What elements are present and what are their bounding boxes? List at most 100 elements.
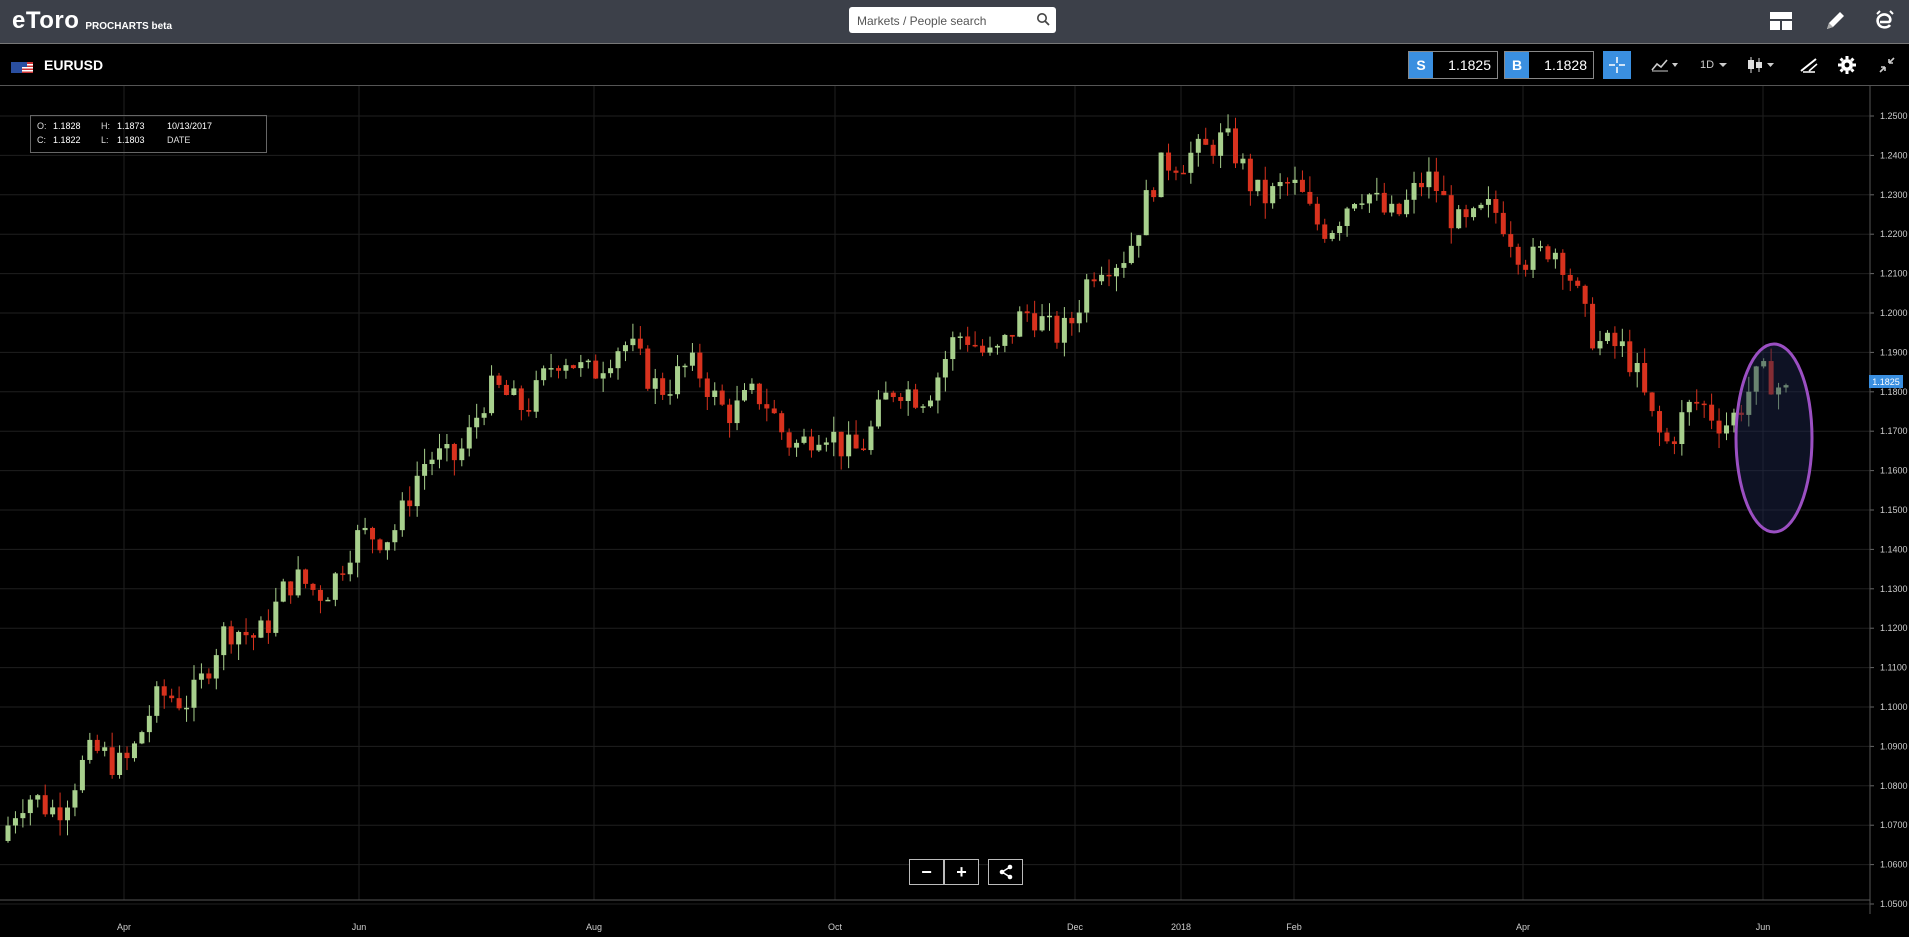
candle-body[interactable]: [1627, 341, 1633, 373]
candle-body[interactable]: [161, 686, 167, 696]
candle-body[interactable]: [206, 673, 212, 679]
candle-body[interactable]: [1277, 182, 1283, 187]
candle-body[interactable]: [1500, 212, 1506, 235]
candle-body[interactable]: [905, 389, 911, 401]
candle-body[interactable]: [265, 620, 271, 633]
candle-body[interactable]: [169, 695, 175, 699]
candle-body[interactable]: [1642, 362, 1648, 393]
candle-body[interactable]: [697, 352, 703, 379]
candle-body[interactable]: [250, 635, 256, 638]
candle-body[interactable]: [1545, 246, 1551, 260]
candle-body[interactable]: [764, 404, 770, 409]
candle-body[interactable]: [154, 686, 160, 716]
candle-body[interactable]: [1679, 412, 1685, 445]
candle-body[interactable]: [1612, 332, 1618, 347]
candle-body[interactable]: [429, 459, 435, 465]
candle-body[interactable]: [1634, 362, 1640, 373]
candle-body[interactable]: [466, 427, 472, 449]
candle-body[interactable]: [1493, 199, 1499, 213]
candle-body[interactable]: [868, 426, 874, 451]
candle-body[interactable]: [191, 679, 197, 708]
candle-body[interactable]: [608, 368, 614, 374]
zoom-in-button[interactable]: +: [944, 859, 979, 885]
candle-body[interactable]: [1128, 245, 1134, 264]
candle-body[interactable]: [675, 366, 681, 395]
candle-body[interactable]: [1538, 246, 1544, 248]
candle-body[interactable]: [890, 392, 896, 398]
candle-body[interactable]: [1694, 401, 1700, 404]
candle-body[interactable]: [704, 378, 710, 397]
candle-body[interactable]: [1604, 332, 1610, 342]
candle-body[interactable]: [838, 431, 844, 457]
candle-body[interactable]: [228, 626, 234, 645]
candle-body[interactable]: [72, 790, 78, 808]
candle-body[interactable]: [436, 448, 442, 460]
candle-body[interactable]: [1404, 199, 1410, 215]
candle-body[interactable]: [1716, 420, 1722, 434]
candle-body[interactable]: [414, 475, 420, 507]
candle-body[interactable]: [1709, 404, 1715, 421]
candle-body[interactable]: [1657, 411, 1663, 433]
candle-body[interactable]: [630, 338, 636, 346]
candle-body[interactable]: [727, 404, 733, 424]
candle-body[interactable]: [987, 347, 993, 353]
candle-body[interactable]: [5, 825, 11, 841]
candle-body[interactable]: [1738, 412, 1744, 415]
candle-body[interactable]: [1076, 312, 1082, 324]
candle-body[interactable]: [317, 589, 323, 601]
candle-body[interactable]: [786, 432, 792, 448]
candle-body[interactable]: [1471, 208, 1477, 218]
pencil-icon[interactable]: [1822, 8, 1848, 34]
candle-body[interactable]: [1352, 204, 1358, 209]
candle-body[interactable]: [1218, 132, 1224, 156]
candle-body[interactable]: [853, 434, 859, 449]
candle-body[interactable]: [1084, 279, 1090, 313]
candle-body[interactable]: [615, 351, 621, 369]
candle-body[interactable]: [1597, 341, 1603, 349]
candle-body[interactable]: [526, 410, 532, 412]
candle-body[interactable]: [1017, 311, 1023, 337]
candle-body[interactable]: [1225, 128, 1231, 133]
candle-body[interactable]: [1567, 274, 1573, 281]
candle-body[interactable]: [1359, 203, 1365, 205]
candle-body[interactable]: [444, 444, 450, 449]
candle-body[interactable]: [965, 336, 971, 345]
candle-body[interactable]: [801, 436, 807, 443]
candle-body[interactable]: [1143, 190, 1149, 236]
candle-body[interactable]: [1180, 172, 1186, 175]
candle-body[interactable]: [741, 390, 747, 401]
candle-body[interactable]: [355, 530, 361, 563]
candle-body[interactable]: [1701, 403, 1707, 406]
candle-body[interactable]: [340, 573, 346, 575]
candle-body[interactable]: [236, 631, 242, 645]
candle-body[interactable]: [176, 698, 182, 709]
candle-body[interactable]: [1768, 361, 1774, 395]
candle-body[interactable]: [399, 500, 405, 531]
candle-body[interactable]: [1463, 209, 1469, 218]
candle-body[interactable]: [1426, 171, 1432, 188]
candle-body[interactable]: [407, 500, 413, 507]
candle-body[interactable]: [1649, 392, 1655, 412]
candle-body[interactable]: [771, 408, 777, 414]
candle-body[interactable]: [310, 583, 316, 590]
candle-body[interactable]: [548, 368, 554, 370]
candle-body[interactable]: [146, 715, 152, 733]
candle-body[interactable]: [1723, 425, 1729, 434]
candle-body[interactable]: [258, 620, 264, 638]
candle-body[interactable]: [1329, 233, 1335, 239]
zoom-out-button[interactable]: −: [909, 859, 944, 885]
share-button[interactable]: [988, 859, 1023, 885]
candle-body[interactable]: [102, 747, 108, 751]
candle-body[interactable]: [518, 388, 524, 411]
candle-body[interactable]: [1069, 317, 1075, 324]
candle-body[interactable]: [57, 807, 63, 821]
candle-body[interactable]: [1314, 203, 1320, 225]
candle-body[interactable]: [1113, 267, 1119, 277]
candle-body[interactable]: [87, 739, 93, 760]
candle-body[interactable]: [288, 581, 294, 596]
candle-body[interactable]: [689, 352, 695, 366]
candle-body[interactable]: [1344, 208, 1350, 226]
candle-body[interactable]: [1166, 152, 1172, 171]
candle-body[interactable]: [370, 527, 376, 540]
candle-body[interactable]: [1411, 182, 1417, 200]
